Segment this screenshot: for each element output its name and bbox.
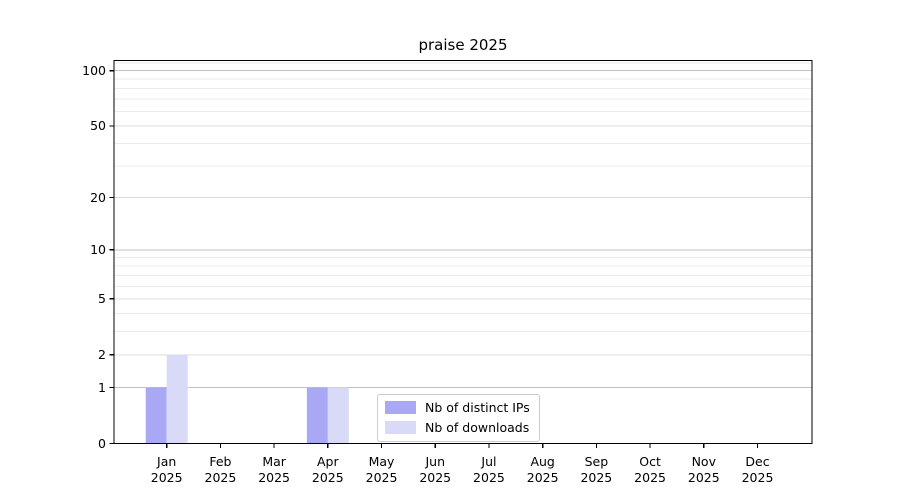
x-tick-label-year: 2025 [634,470,666,485]
y-tick-label: 100 [82,63,106,78]
x-tick-label-year: 2025 [366,470,398,485]
legend-swatch-downloads [385,421,416,434]
x-tick-label-month: Sep [585,454,609,469]
bar-downloads [166,354,188,444]
x-tick-label-year: 2025 [688,470,720,485]
y-tick-label: 2 [98,347,106,362]
y-tick-label: 10 [90,242,106,257]
x-tick-label-year: 2025 [580,470,612,485]
chart-title: praise 2025 [418,36,508,54]
x-tick-label-year: 2025 [473,470,505,485]
x-tick-label-year: 2025 [527,470,559,485]
x-tick-label-year: 2025 [742,470,774,485]
x-tick-label-month: Nov [692,454,717,469]
bar-downloads [327,387,349,444]
x-tick-label-month: Apr [317,454,339,469]
x-tick-label-year: 2025 [258,470,290,485]
x-tick-label-month: May [369,454,395,469]
y-tick-label: 1 [98,380,106,395]
x-tick-label-month: Jan [156,454,176,469]
x-tick-label-month: Aug [530,454,554,469]
legend-swatch-distinct-ips [385,401,416,414]
legend-label-distinct-ips: Nb of distinct IPs [425,400,530,415]
axes-spines [113,59,813,445]
legend-label-downloads: Nb of downloads [425,420,530,435]
x-tick-label-month: Jun [424,454,445,469]
x-tick-label-month: Dec [745,454,769,469]
y-tick-label: 5 [98,291,106,306]
y-tick-label: 0 [98,436,106,451]
bar-distinct-ips [145,387,167,444]
y-tick-label: 50 [90,118,106,133]
bar-distinct-ips [306,387,328,444]
legend: Nb of distinct IPs Nb of downloads [377,394,540,442]
x-tick-label-month: Mar [262,454,286,469]
x-tick-label-year: 2025 [205,470,237,485]
x-tick-label-month: Jul [480,454,496,469]
x-tick-label-year: 2025 [151,470,183,485]
legend-item-downloads: Nb of downloads [385,420,530,435]
x-tick-label-year: 2025 [312,470,344,485]
legend-item-distinct-ips: Nb of distinct IPs [385,400,530,415]
x-tick-label-year: 2025 [419,470,451,485]
x-tick-label-month: Feb [209,454,231,469]
x-tick-label-month: Oct [639,454,661,469]
y-tick-label: 20 [90,190,106,205]
